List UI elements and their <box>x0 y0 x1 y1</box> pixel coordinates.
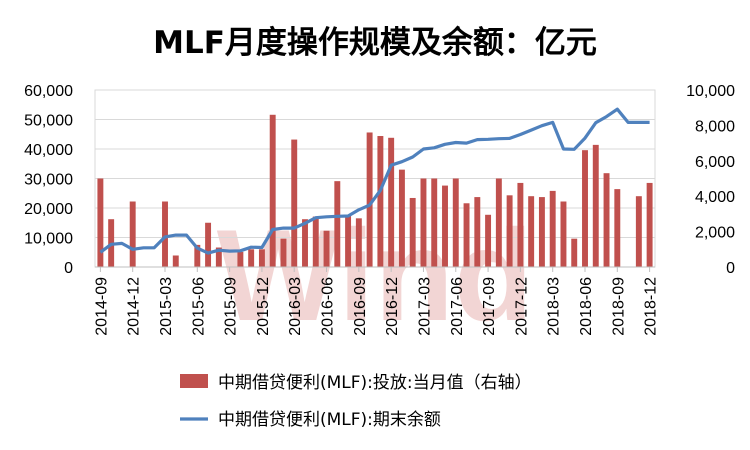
bar <box>398 169 405 267</box>
left-tick-label: 60,000 <box>24 83 73 100</box>
legend: 中期借贷便利(MLF):投放:当月值（右轴） 中期借贷便利(MLF):期末余额 <box>180 373 532 430</box>
bar <box>205 222 212 267</box>
x-tick-label: 2016-09 <box>352 277 369 336</box>
bar <box>582 150 588 267</box>
bar <box>345 215 352 267</box>
bar <box>162 201 168 267</box>
bar <box>291 139 298 267</box>
bar <box>269 114 276 267</box>
bar <box>215 247 222 267</box>
x-axis: 2014-09 2014-12 2015-03 2015-06 2015-09 2015-… <box>93 266 660 336</box>
bar <box>258 249 265 267</box>
bar <box>474 197 481 267</box>
bar <box>635 196 642 267</box>
bar <box>463 203 470 267</box>
bar <box>442 185 448 267</box>
bar <box>452 178 459 267</box>
bar <box>194 244 201 267</box>
bar <box>172 255 179 267</box>
bar <box>528 196 535 267</box>
bar-series <box>97 114 653 267</box>
legend-label-bar: 中期借贷便利(MLF):投放:当月值（右轴） <box>218 373 532 393</box>
left-tick-label: 50,000 <box>24 113 73 130</box>
bar <box>388 137 395 267</box>
bar <box>592 144 599 267</box>
bar <box>431 178 438 267</box>
bar <box>323 230 330 267</box>
bar <box>409 197 416 267</box>
bar <box>334 181 341 267</box>
legend-label-line: 中期借贷便利(MLF):期末余额 <box>218 410 441 430</box>
bar <box>312 216 319 267</box>
bar <box>366 132 373 267</box>
x-tick-label: 2017-06 <box>449 277 466 336</box>
bar <box>603 173 610 267</box>
left-tick-label: 0 <box>64 260 73 277</box>
x-tick-label: 2018-06 <box>578 277 595 336</box>
x-tick-label: 2016-06 <box>320 277 337 336</box>
bar <box>517 182 524 267</box>
bar <box>129 201 136 267</box>
bar <box>97 178 104 267</box>
bar <box>549 190 556 267</box>
x-tick-label: 2014-09 <box>93 277 110 336</box>
left-tick-label: 30,000 <box>24 172 73 189</box>
right-tick-label: 2,000 <box>695 225 735 242</box>
bar <box>237 251 244 267</box>
legend-swatch-bar <box>180 374 208 388</box>
x-tick-label: 2014-12 <box>126 277 143 336</box>
bar <box>280 238 287 267</box>
x-tick-label: 2015-03 <box>158 277 175 336</box>
bar <box>302 219 308 267</box>
x-tick-label: 2016-12 <box>384 277 401 336</box>
series-line <box>99 107 650 255</box>
chart-title: MLF月度操作规模及余额：亿元 <box>153 25 597 61</box>
x-tick-label: 2017-12 <box>513 277 530 336</box>
bar <box>377 136 384 267</box>
line-series <box>99 107 650 255</box>
right-tick-label: 6,000 <box>695 154 735 171</box>
bar <box>355 218 362 267</box>
x-tick-label: 2016-03 <box>287 277 304 336</box>
left-tick-label: 40,000 <box>24 142 73 159</box>
bar <box>614 189 621 267</box>
right-axis: 0 2,000 4,000 6,000 8,000 10,000 <box>686 83 735 277</box>
bar <box>506 195 513 267</box>
x-tick-label: 2018-03 <box>546 277 563 336</box>
x-tick-label: 2015-09 <box>223 277 240 336</box>
left-tick-label: 10,000 <box>24 231 73 248</box>
bar <box>538 197 545 267</box>
right-tick-label: 10,000 <box>686 83 735 100</box>
x-tick-label: 2018-12 <box>643 277 660 336</box>
x-tick-label: 2017-09 <box>481 277 498 336</box>
bar <box>420 178 427 267</box>
left-axis: 0 10,000 20,000 30,000 40,000 50,000 60,000 <box>24 83 73 277</box>
bar <box>560 201 567 267</box>
right-tick-label: 4,000 <box>695 189 735 206</box>
x-tick-label: 2015-12 <box>255 277 272 336</box>
bar <box>571 238 578 267</box>
watermark: Wind <box>217 202 534 348</box>
left-tick-label: 20,000 <box>24 201 73 218</box>
x-tick-label: 2018-09 <box>610 277 627 336</box>
x-tick-label: 2017-03 <box>416 277 433 336</box>
right-tick-label: 0 <box>726 260 735 277</box>
right-tick-label: 8,000 <box>695 118 735 135</box>
bar <box>495 178 502 267</box>
x-tick-label: 2015-06 <box>190 277 207 336</box>
bar <box>646 182 653 267</box>
bar <box>485 214 492 267</box>
bar <box>248 249 255 267</box>
